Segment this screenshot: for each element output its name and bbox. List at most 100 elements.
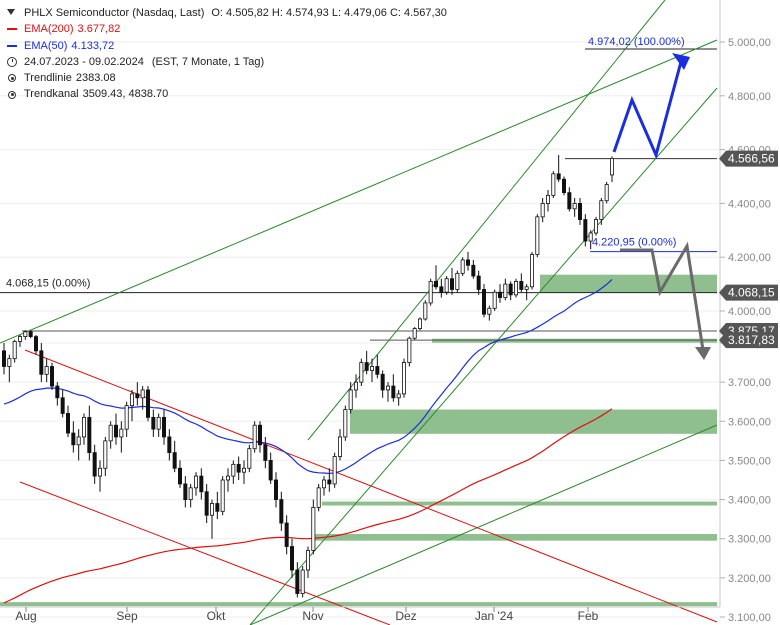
x-axis: Aug Sep Okt Nov Dez Jan '24 Feb [15,607,599,623]
red-line-icon [6,23,20,35]
candle-body [556,173,561,180]
candle-body [465,259,470,266]
candle-body [167,436,172,454]
candle-body [407,337,412,363]
x-tick-label: Feb [578,609,599,623]
candle-body [252,424,257,450]
candle-body [412,328,417,339]
down-channel-lower [19,481,391,625]
fib-annotation: 4.220,95 (0.00%) [592,237,676,249]
candle-body [263,444,268,461]
y-tick-label: 5.000,00 [728,37,771,49]
candle-body [55,385,60,399]
candle-body [87,416,92,454]
candle-body [594,219,599,234]
candle-body [225,475,230,481]
candle-body [188,487,193,500]
candle-body [12,340,17,360]
candle-body [17,336,22,342]
ema200-value: 3.677,82 [77,23,121,36]
candle-body [193,475,198,489]
y-tick-label: 4.800,00 [728,91,771,103]
legend-ema200-row[interactable]: EMA(200) 3.677,82 [6,21,447,37]
candle-body [375,366,380,375]
ema50-label: EMA(50) [24,39,68,52]
range-detail: (EST, 7 Monate, 1 Tag) [151,55,265,68]
price-tag-bg [719,332,778,349]
candle-body [578,202,583,220]
projection-arrows [612,53,711,360]
trendline-value: 2383.08 [75,72,116,85]
candle-body [428,281,433,304]
ema50-line [3,279,613,475]
candle-body [39,350,44,375]
radio-dot-icon [6,89,20,101]
support-zone [0,602,717,607]
candle-body [140,389,145,399]
plot-area [0,0,720,607]
candle-body [305,550,310,571]
candle-body [76,436,81,446]
projection-gray-path [620,241,705,351]
candle-body [119,428,124,438]
candle-body [364,362,369,371]
price-tag-bg [719,284,778,301]
candle-body [599,200,604,220]
candle-body [449,278,454,290]
legend-range-row: 24.07.2023 - 09.02.2024 (EST, 7 Monate, … [6,54,447,70]
y-tick-label: 4.000,00 [728,306,771,318]
candle-body [492,291,497,309]
candle-body [108,424,113,442]
candle-body [204,491,209,516]
long-trend-line [249,424,718,625]
candle-body [151,416,156,430]
legend-trendchannel-row[interactable]: Trendkanal 3509.43, 4838.70 [6,86,447,102]
candle-body [28,331,33,337]
y-tick-label: 3.700,00 [728,377,771,389]
projection-gray-arrowhead [695,347,711,360]
y-tick-label: 3.100,00 [728,612,771,624]
candle-body [295,569,300,594]
x-tick-label: Aug [15,609,36,623]
candle-body [199,475,204,493]
x-tick-label: Dez [395,609,416,623]
candle-body [321,479,326,489]
x-tick-label: Okt [207,609,226,623]
candle-body [540,202,545,218]
ema200-label: EMA(200) [24,23,74,36]
candle-body [82,416,87,438]
legend-ema50-row[interactable]: EMA(50) 4.133,72 [6,38,447,54]
candle-body [247,448,252,469]
price-tag-label: 4.566,56 [728,152,775,166]
candle-body [172,452,177,469]
candle-body [98,467,103,477]
candle-body [476,275,481,290]
candle-body [44,366,49,375]
candle-body [60,397,65,414]
candle-body [220,479,225,512]
candle-body [209,503,214,516]
price-tag-bg [719,150,778,167]
candle-body [562,178,567,194]
collapse-triangle-icon[interactable] [6,7,20,19]
candle-body [135,393,140,399]
candle-body [530,254,535,288]
legend-trendline-row[interactable]: Trendlinie 2383.08 [6,70,447,86]
annotations: 4.974,02 (100.00%) 4.220,95 (0.00%) 4.068,… [6,36,685,290]
x-tick-label: Sep [116,609,138,623]
candle-body [268,460,273,481]
candle-body [332,456,337,485]
candle-body [34,336,39,352]
candle-body [514,281,519,296]
candle-body [145,389,150,418]
candle-body [551,173,556,196]
candle-body [588,232,593,242]
candle-body [327,479,332,485]
date-range: 24.07.2023 - 09.02.2024 [24,55,144,68]
candle-body [423,302,428,320]
candle-body [401,362,406,395]
candle-body [471,264,476,277]
candle-body [508,283,513,296]
candle-body [380,373,385,391]
ohlc-values: O: 4.505,82 H: 4.574,93 L: 4.479,06 C: 4… [211,7,447,19]
